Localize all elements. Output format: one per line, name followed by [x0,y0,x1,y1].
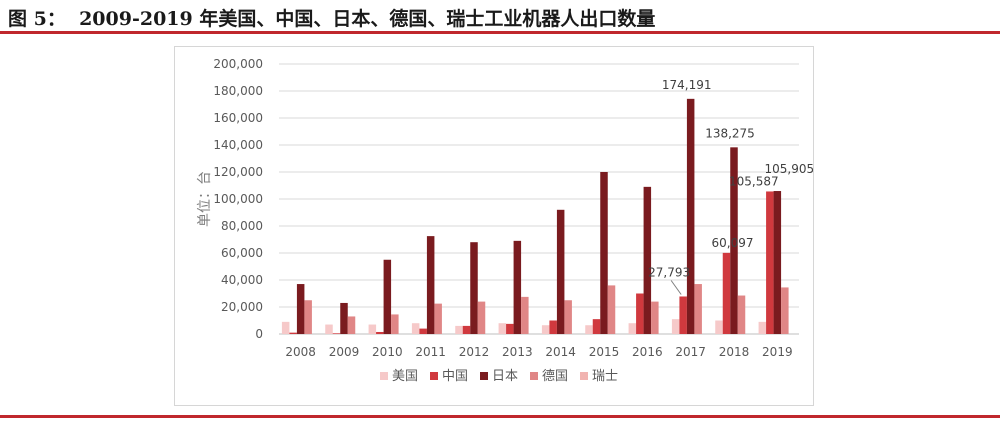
y-tick-label: 0 [255,327,263,341]
bar [679,296,687,334]
data-label: 105,905 [765,162,813,176]
y-tick-label: 60,000 [221,246,263,260]
bar [426,236,435,334]
legend-swatch [430,372,438,380]
legend-swatch [380,372,388,380]
x-tick-label: 2019 [762,345,793,359]
y-tick-label: 20,000 [221,300,263,314]
x-tick-label: 2012 [459,345,490,359]
legend-entry: 日本 [492,369,518,384]
chart-frame: 0 20,000 40,000 60,000 80,000 100,000 120,000 1… [174,46,814,406]
bar [513,240,522,334]
bar [607,285,616,334]
bar [521,296,529,334]
y-tick-label: 80,000 [221,219,263,233]
bar [722,252,731,334]
bar [325,324,333,334]
bar [506,323,514,334]
x-tick-label: 2016 [632,345,663,359]
bar [556,209,565,334]
bar [686,98,695,334]
bar-chart: 0 20,000 40,000 60,000 80,000 100,000 120,000 1… [197,57,813,384]
bar [332,333,341,334]
x-tick-label: 2014 [545,345,576,359]
bar [434,303,442,334]
bar [730,147,738,334]
bar [304,300,312,334]
y-tick-label: 40,000 [221,273,263,287]
bar [781,287,789,334]
bar [651,301,659,334]
bar [368,324,377,334]
y-tick-label: 160,000 [213,111,263,125]
y-tick-label: 120,000 [213,165,263,179]
bar [773,191,782,334]
figure-caption-text: 2009-2019 年美国、中国、日本、德国、瑞士工业机器人出口数量 [79,8,656,30]
bar [694,284,702,334]
bar [628,323,637,334]
legend-swatch [580,372,588,380]
bar [477,301,486,334]
bar [376,331,384,334]
data-label-leader [670,280,682,295]
y-tick-label: 200,000 [213,57,263,71]
data-label: 105,587 [729,174,779,188]
data-label: 27,793 [648,265,690,279]
legend-entry: 中国 [442,369,468,384]
data-label: 60,097 [712,236,754,250]
bar [411,323,420,334]
x-tick-label: 2013 [502,345,533,359]
figure-caption: 图 5： 2009-2019 年美国、中国、日本、德国、瑞士工业机器人出口数量 [8,4,655,31]
bar [383,259,392,334]
y-axis-label: 单位：台 [197,171,213,227]
bar [498,323,507,334]
x-tick-label: 2009 [329,345,360,359]
bar [671,319,680,334]
y-tick-label: 100,000 [213,192,263,206]
bar [636,293,644,334]
legend-entry: 瑞士 [592,369,618,384]
bar [600,172,608,334]
x-tick-label: 2018 [719,345,750,359]
bar [592,319,601,334]
bar [585,325,593,334]
bar [643,186,652,334]
bottom-rule [0,415,1000,418]
bar [737,295,746,334]
figure-caption-label: 图 5： [8,8,66,30]
y-tick-label: 140,000 [213,138,263,152]
bar [758,321,767,334]
legend-swatch [480,372,488,380]
x-tick-label: 2010 [372,345,403,359]
data-label: 174,191 [662,78,712,92]
bar [281,321,290,334]
bar [419,328,427,334]
bar [715,320,723,334]
y-tick-label: 180,000 [213,84,263,98]
bar [541,325,550,334]
bar [564,300,572,334]
bar [470,242,478,334]
bar [347,316,356,334]
bar [455,325,463,334]
data-label: 138,275 [705,126,755,140]
x-tick-label: 2008 [285,345,316,359]
x-tick-label: 2015 [589,345,620,359]
x-tick-label: 2017 [675,345,706,359]
bar [340,302,348,334]
bar [549,320,557,334]
bar [296,284,305,334]
bar [462,325,471,334]
legend-entry: 德国 [542,369,568,384]
top-rule [0,31,1000,34]
legend-swatch [530,372,538,380]
bar [766,191,774,334]
x-tick-label: 2011 [415,345,446,359]
bar [289,332,297,334]
bar [391,314,399,334]
legend-entry: 美国 [392,369,418,384]
